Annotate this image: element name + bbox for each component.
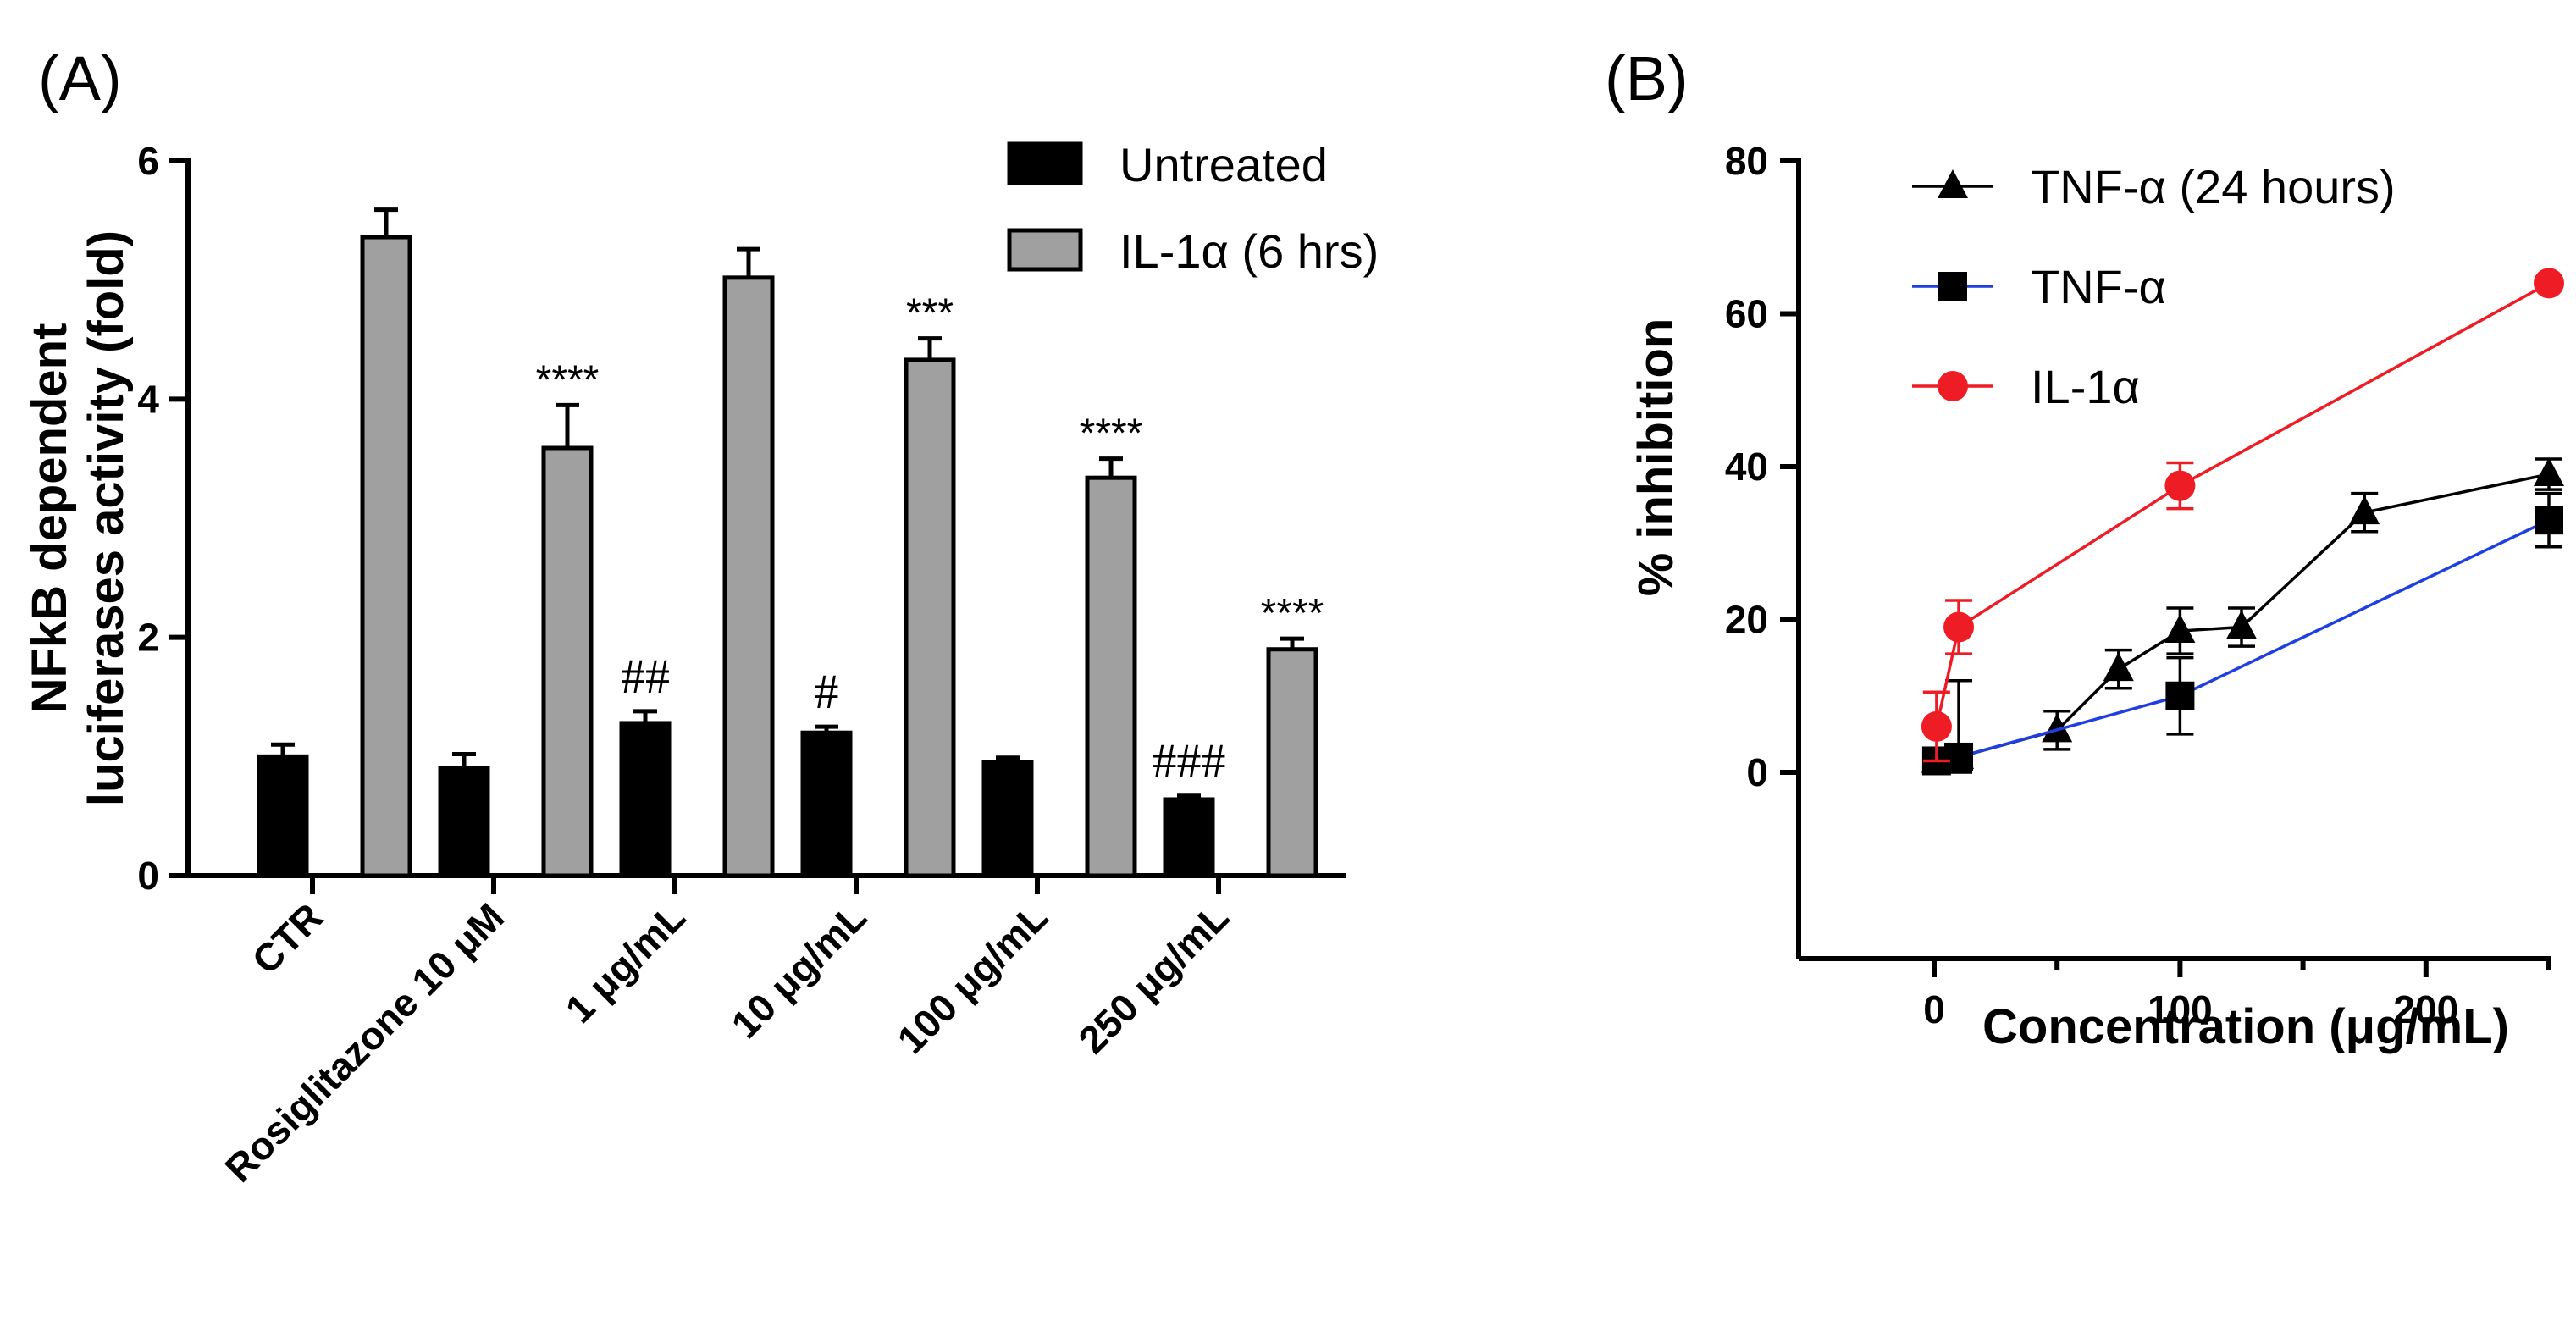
panel-a-bar-il-1-6-hrs-10-g-ml xyxy=(904,357,956,878)
panel-a-significance-label: ## xyxy=(621,649,670,704)
panel-b-series-tnf xyxy=(1921,491,2563,776)
panel-b-legend-label-il-1: IL-1α xyxy=(2031,360,2140,413)
panel-a-ylabel-line1: NFkB dependent xyxy=(22,323,77,714)
panel-b-point-tnf-24-hours-125 xyxy=(2226,610,2257,639)
panel-b-xtick-label-200: 200 xyxy=(2393,987,2458,1031)
panel-a-significance-label: **** xyxy=(1080,412,1143,456)
panel-b-ytick-label-80: 80 xyxy=(1725,139,1768,183)
panel-b-point-tnf-24-hours-75 xyxy=(2103,652,2134,682)
panel-a-legend-swatch-untreated xyxy=(1007,141,1083,185)
panel-b-ytick-label-60: 60 xyxy=(1725,292,1768,336)
panel-b-point-tnf-24-hours-100 xyxy=(2164,614,2196,644)
panel-a-significance-label: **** xyxy=(1261,591,1324,636)
panel-a-ytick-label-0: 0 xyxy=(137,854,159,898)
panel-b-xtick-label-0: 0 xyxy=(1923,987,1945,1031)
panel-b-legend-label-tnf-24-hours: TNF-α (24 hours) xyxy=(2031,160,2396,213)
panel-a-significance-label: # xyxy=(815,664,839,719)
panel-a-bar-untreated-ctr xyxy=(257,754,309,878)
panel-b-point-il-1-100 xyxy=(2164,470,2196,501)
panel-b-point-tnf-24-hours-50 xyxy=(2042,713,2073,743)
panel-b-legend-marker-il-1 xyxy=(1938,371,1968,401)
panel-a-category-label-100-g-ml: 100 μg/mL xyxy=(888,894,1056,1062)
panel-a-category-label-1-g-ml: 1 μg/mL xyxy=(557,894,694,1031)
panel-a-significance-label: **** xyxy=(536,357,600,402)
panel-b-legend-marker-tnf xyxy=(1938,272,1967,301)
panel-b-point-il-1-1 xyxy=(1921,710,1952,742)
panel-a-ytick-label-2: 2 xyxy=(137,616,159,660)
panel-b-legend-label-tnf: TNF-α xyxy=(2031,260,2166,313)
panel-a-significance-label: ### xyxy=(1153,733,1226,788)
panel-a-category-label-10-g-ml: 10 μg/mL xyxy=(722,894,875,1047)
panel-a-ylabel-line2: luciferases activity (fold) xyxy=(79,230,134,806)
panel-b-ytick-label-0: 0 xyxy=(1746,750,1768,794)
panel-a-bar-il-1-6-hrs-rosiglitazone-10-m xyxy=(541,445,594,878)
panel-a-bar-untreated-250-g-ml xyxy=(1163,797,1215,878)
panel-a-bar-il-1-6-hrs-250-g-ml xyxy=(1266,647,1318,878)
panel-b-legend-marker-tnf-24-hours xyxy=(1938,169,1968,198)
panel-b-series-il-1 xyxy=(1921,268,2564,763)
panel-b-point-tnf-24-hours-175 xyxy=(2349,495,2380,525)
panel-b-ylabel: % inhibition xyxy=(1628,318,1683,597)
panel-a-legend-swatch-il-1-6-hrs xyxy=(1007,228,1083,272)
panel-a-label: (A) xyxy=(38,43,122,113)
panel-a-bar-untreated-100-g-ml xyxy=(981,760,1034,878)
panel-a-category-label-ctr: CTR xyxy=(243,894,331,982)
panel-a-bar-il-1-6-hrs-1-g-ml xyxy=(722,275,775,878)
panel-a-legend-label-untreated: Untreated xyxy=(1119,138,1328,191)
panel-a-bar-untreated-rosiglitazone-10-m xyxy=(438,766,490,878)
panel-b-xtick-label-100: 100 xyxy=(2148,987,2213,1031)
panel-a-ytick-label-6: 6 xyxy=(137,139,159,183)
panel-b-xlabel: Concentration (μg/mL) xyxy=(1982,999,2509,1054)
panel-a-bar-untreated-10-g-ml xyxy=(800,730,853,878)
panel-b-series-tnf-24-hours xyxy=(1921,457,2564,774)
panel-a-category-label-250-g-ml: 250 μg/mL xyxy=(1070,894,1237,1062)
panel-b-label: (B) xyxy=(1605,43,1689,113)
panel-b-point-tnf-10 xyxy=(1944,742,1974,771)
panel-a-bar-untreated-1-g-ml xyxy=(619,721,672,878)
panel-a-significance-label: *** xyxy=(906,291,954,336)
panel-a-bar-il-1-6-hrs-100-g-ml xyxy=(1085,475,1137,878)
panel-b-point-tnf-24-hours-250 xyxy=(2534,457,2564,487)
panel-b-ytick-label-20: 20 xyxy=(1725,598,1768,642)
panel-a-bar-il-1-6-hrs-ctr xyxy=(360,235,412,878)
panel-b-line-chart: 0 20 40 60 80 0 100 200 TNF-α (24 hours) TNF-α IL-… xyxy=(1725,139,2564,1031)
panel-b-point-tnf-100 xyxy=(2165,681,2195,710)
panel-b-ytick-label-40: 40 xyxy=(1725,445,1768,489)
panel-a-legend-label-il-1-6-hrs: IL-1α (6 hrs) xyxy=(1119,224,1379,278)
panel-b-point-il-1-10 xyxy=(1943,611,1975,643)
panel-b-point-tnf-250 xyxy=(2535,506,2563,535)
panel-a-ytick-label-4: 4 xyxy=(137,377,159,421)
panel-b-line-il-1 xyxy=(1935,281,2550,727)
panel-b-point-il-1-250 xyxy=(2534,268,2564,299)
